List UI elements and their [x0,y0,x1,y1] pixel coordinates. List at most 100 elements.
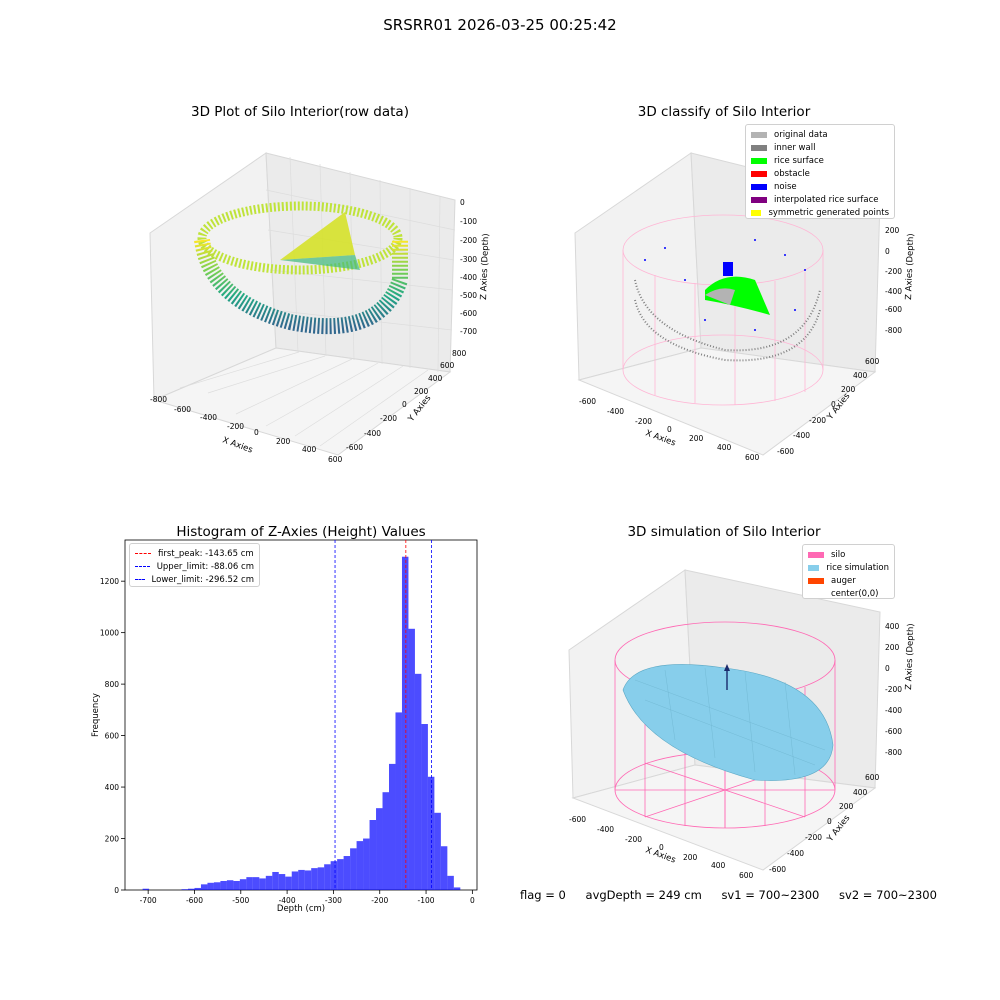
classify-ytick: 200 [841,385,856,394]
histogram-bar [343,856,351,890]
histogram-bar [304,870,312,890]
legend-item-symmetric: symmetric generated points [751,206,889,219]
histogram-bar [453,887,461,890]
simulation-ytick: 600 [865,773,880,782]
histogram-bar [142,888,150,890]
histogram-bar [324,864,331,890]
classify-ztick: -800 [885,326,902,335]
classify-ztick: -600 [885,305,902,314]
classify-floor-pane [577,347,877,456]
histogram-bar [181,889,188,890]
classify-ytick: -200 [809,416,826,425]
raw-xtick: -800 [150,395,167,404]
classify-xtick: 400 [717,443,732,452]
sv1-text: sv1 = 700~2300 [721,888,820,902]
classify-ytick: 0 [831,400,836,409]
simulation-ztick: -200 [885,685,902,694]
histogram-y-label: Frequency [91,693,101,737]
histogram-bar [291,871,299,890]
raw-xtick: -400 [200,413,217,422]
simulation-xtick: -600 [569,815,586,824]
raw-xtick: -200 [227,422,244,431]
y-tick-label: 1200 [100,577,119,586]
simulation-panel-title: 3D simulation of Silo Interior [627,524,821,540]
histogram-bar [421,724,428,890]
classify-xtick: -400 [607,407,624,416]
histogram-bar [427,776,435,890]
histogram-bar [447,875,454,890]
histogram-bar [408,628,415,890]
sv2-text: sv2 = 700~2300 [839,888,937,902]
histogram-bar [200,884,208,890]
x-tick-label: -200 [371,896,388,905]
y-tick-label: 800 [105,680,120,689]
histogram-legend: first_peak: -143.65 cm Upper_limit: -88.… [129,543,260,587]
classify-ztick: -400 [885,287,902,296]
classify-xtick: 200 [689,434,704,443]
histogram-bar [220,880,227,890]
histogram-bar [363,838,370,890]
raw-xtick: 600 [328,455,343,464]
simulation-ytick: 400 [853,788,868,797]
classify-inner-wall [634,279,821,362]
legend-item-rice-simulation: rice simulation [808,561,889,574]
histogram-bar [239,879,247,890]
histogram-bar [356,841,364,890]
histogram-bar [414,673,422,890]
simulation-x-ticks: -600 -400 -200 0 200 400 600 [569,815,754,880]
raw-point-cloud [194,201,408,335]
raw-xtick: 0 [254,428,259,437]
flag-text: flag = 0 [520,888,566,902]
legend-item-interpolated: interpolated rice surface [751,193,889,206]
legend-item-auger: auger [808,574,889,587]
simulation-ztick: 0 [885,664,890,673]
simulation-ztick: -600 [885,727,902,736]
histogram-title: Histogram of Z-Axies (Height) Values [176,524,426,540]
legend-item-noise: noise [751,180,889,193]
simulation-ztick: -400 [885,706,902,715]
raw-z-label: Z Axies (Depth) [479,233,490,300]
y-tick-label: 400 [105,783,120,792]
raw-ytick: 800 [452,349,467,358]
classify-x-ticks: -600 -400 -200 0 200 400 600 [579,397,760,462]
x-tick-label: 0 [470,896,475,905]
classify-panel-title: 3D classify of Silo Interior [637,104,811,120]
classify-z-label: Z Axies (Depth) [904,233,915,300]
legend-item-rice-surface: rice surface [751,154,889,167]
classify-ytick: -600 [777,447,794,456]
simulation-legend: silo rice simulation auger center(0,0) [802,544,895,599]
y-tick-label: 200 [105,835,120,844]
y-tick-label: 0 [114,886,119,895]
raw-ytick: 400 [428,374,443,383]
simulation-ytick: 200 [839,802,854,811]
raw-ztick: -200 [460,236,477,245]
simulation-xtick: 200 [683,853,698,862]
classify-legend: original data inner wall rice surface ob… [745,124,895,219]
y-tick-label: 1000 [100,629,119,638]
x-tick-label: -100 [418,896,435,905]
histogram-y-ticks: 0 200 400 600 800 1000 1200 [100,577,125,895]
simulation-ztick: 400 [885,622,900,631]
legend-item-upper-limit: Upper_limit: -88.06 cm [135,560,254,573]
histogram-bar [194,887,201,890]
raw-z-ticks: 0 -100 -200 -300 -400 -500 -600 -700 [460,198,477,336]
x-tick-label: -300 [325,896,342,905]
histogram-bar [298,869,305,890]
histogram-bar [252,877,260,890]
histogram-chart: -700 -600 -500 -400 -300 -200 -100 0 0 200 400 600… [91,539,478,914]
simulation-z-ticks: 400 200 0 -200 -400 -600 -800 [885,622,902,757]
raw-ztick: -400 [460,273,477,282]
raw-xtick: -600 [174,405,191,414]
histogram-threshold-lines [334,540,432,890]
raw-ytick: 0 [402,400,407,409]
avg-depth-text: avgDepth = 249 cm [585,888,702,902]
x-tick-label: -600 [186,896,203,905]
raw-panel-title: 3D Plot of Silo Interior(row data) [191,104,409,120]
classify-y-ticks: -600 -400 -200 0 200 400 600 [777,357,880,456]
histogram-bar [226,880,234,890]
classify-noise-points [644,239,806,331]
histogram-bar [337,859,344,890]
classify-xtick: -600 [579,397,596,406]
histogram-bar [350,848,357,890]
histogram-x-ticks: -700 -600 -500 -400 -300 -200 -100 0 [140,890,475,905]
